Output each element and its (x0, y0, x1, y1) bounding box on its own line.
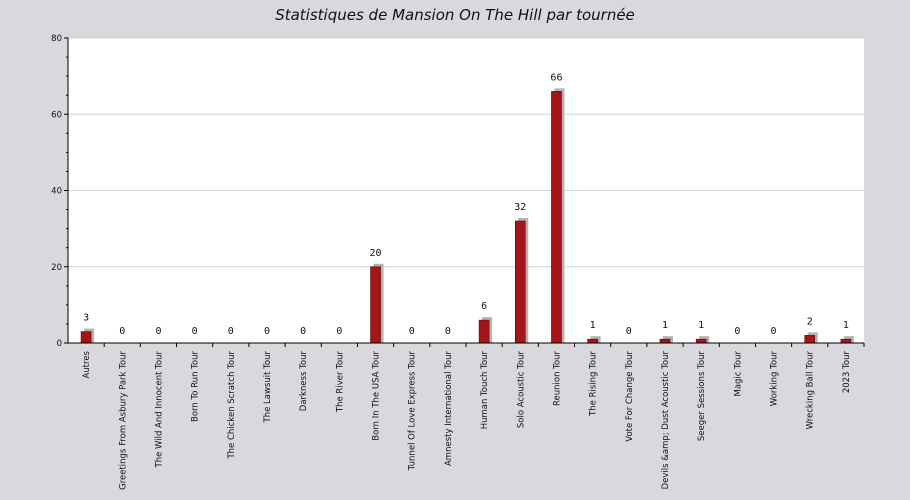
x-tick-label: The Lawsuit Tour (263, 350, 273, 423)
x-axis-labels: Autres Greetings From Asbury Park Tour The… (82, 350, 852, 489)
value-label: 0 (155, 326, 161, 337)
value-label: 0 (228, 326, 234, 337)
bar (804, 335, 816, 344)
value-label: 2 (807, 316, 813, 327)
x-tick-label: Seeger Sessions Tour (697, 351, 707, 442)
value-label: 0 (409, 326, 415, 337)
value-label: 1 (698, 320, 704, 331)
x-tick-label: Born To Run Tour (191, 351, 201, 422)
value-label: 1 (843, 320, 849, 331)
value-label: 0 (119, 326, 125, 337)
bar (840, 338, 852, 344)
y-tick-label: 0 (57, 339, 62, 349)
x-tick-label: Born In The USA Tour (372, 351, 382, 441)
x-tick-label: Greetings From Asbury Park Tour (118, 351, 128, 490)
bar (695, 338, 707, 344)
value-label: 0 (626, 326, 632, 337)
gridlines (68, 37, 864, 268)
value-label: 66 (550, 72, 562, 83)
value-label: 0 (300, 326, 306, 337)
value-labels: 3 0 0 0 0 0 0 0 20 0 0 6 32 66 1 0 1 1 0 0 2 1 (83, 72, 849, 337)
x-tick-label: Magic Tour (733, 351, 743, 397)
chart-title: Statistiques de Mansion On The Hill par … (275, 6, 635, 24)
x-tick-label: The River Tour (335, 351, 345, 414)
value-label: 0 (771, 326, 777, 337)
bar (478, 319, 490, 344)
bar (587, 338, 598, 344)
x-tick-label: Amnesty International Tour (444, 351, 454, 466)
value-label: 20 (370, 248, 382, 259)
value-label: 0 (192, 326, 198, 337)
y-tick-label: 80 (51, 34, 62, 44)
x-tick-label: The Wild And Innocent Tour (154, 351, 164, 469)
bar (80, 331, 92, 344)
bar (551, 91, 562, 344)
x-tick-label: Darkness Tour (299, 351, 309, 412)
value-label: 6 (481, 301, 487, 312)
value-label: 0 (734, 326, 740, 337)
x-tick-label: Working Tour (770, 350, 780, 406)
bar (659, 338, 671, 344)
x-tick-label: The Rising Tour (589, 351, 599, 417)
value-label: 0 (264, 326, 270, 337)
value-label: 1 (662, 320, 668, 331)
x-tick-label: Devils &amp; Dust Acoustic Tour (661, 350, 671, 489)
y-tick-label: 40 (51, 187, 62, 197)
x-tick-label: Tunnel Of Love Express Tour (408, 351, 418, 472)
bar (370, 266, 381, 344)
x-tick-label: Human Touch Tour (480, 351, 490, 430)
bar (514, 220, 526, 344)
x-tick-label: Wrecking Ball Tour (806, 351, 816, 430)
y-axis-ticks: 0 20 40 60 80 (51, 34, 68, 349)
y-tick-label: 60 (51, 110, 62, 120)
x-tick-label: Solo Acoustic Tour (516, 351, 526, 429)
value-label: 0 (336, 326, 342, 337)
x-tick-label: Autres (82, 350, 92, 378)
x-tick-label: 2023 Tour (842, 351, 852, 394)
y-tick-label: 20 (51, 263, 62, 273)
value-label: 0 (445, 326, 451, 337)
value-label: 3 (83, 313, 89, 324)
value-label: 32 (514, 202, 526, 213)
value-label: 1 (590, 320, 596, 331)
x-tick-label: Reunion Tour (552, 351, 562, 407)
x-tick-label: Vote For Change Tour (625, 351, 635, 442)
x-tick-label: The Chicken Scratch Tour (227, 351, 237, 460)
